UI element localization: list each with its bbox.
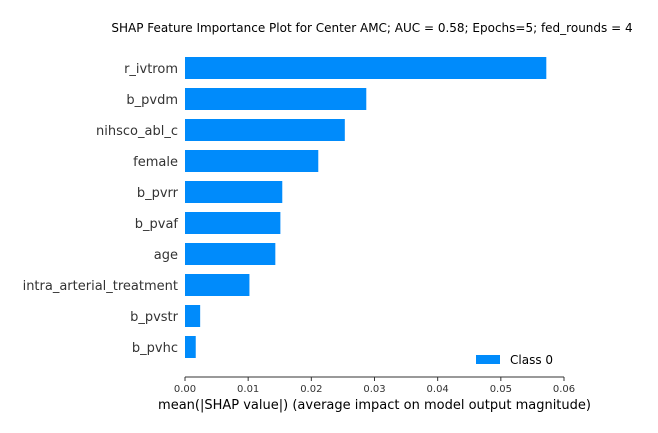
feature-label-b-pvhc: b_pvhc	[132, 341, 178, 356]
chart-title: SHAP Feature Importance Plot for Center …	[111, 21, 632, 35]
x-ticks-group: 0.00 0.01 0.02 0.03 0.04 0.05 0.06	[174, 377, 575, 395]
x-tick-label: 0.05	[490, 384, 512, 395]
feature-label-b-pvdm: b_pvdm	[126, 93, 178, 108]
feature-label-b-pvrr: b_pvrr	[137, 186, 179, 201]
feature-label-nihsco-abl-c: nihsco_abl_c	[96, 124, 178, 139]
feature-label-b-pvstr: b_pvstr	[130, 310, 179, 325]
bar-b-pvaf	[185, 212, 281, 234]
feature-label-intra-arterial-treatment: intra_arterial_treatment	[23, 279, 178, 294]
bar-r-ivtrom	[185, 57, 547, 79]
x-tick-label: 0.02	[300, 384, 322, 395]
bar-nihsco-abl-c	[185, 119, 345, 141]
bar-age	[185, 243, 276, 265]
legend: Class 0	[476, 353, 553, 367]
feature-label-age: age	[154, 248, 178, 263]
legend-label-class-0: Class 0	[510, 353, 553, 367]
bars-group	[185, 57, 547, 358]
bar-intra-arterial-treatment	[185, 274, 250, 296]
x-tick-label: 0.06	[553, 384, 575, 395]
bar-b-pvdm	[185, 88, 367, 110]
x-tick-label: 0.04	[427, 384, 449, 395]
x-tick-label: 0.00	[174, 384, 196, 395]
bar-b-pvstr	[185, 305, 201, 327]
x-axis-label: mean(|SHAP value|) (average impact on mo…	[158, 398, 591, 413]
bar-female	[185, 150, 319, 172]
feature-label-b-pvaf: b_pvaf	[135, 217, 179, 232]
x-tick-label: 0.03	[363, 384, 385, 395]
legend-swatch-class-0	[476, 355, 500, 364]
feature-label-female: female	[133, 155, 178, 170]
x-tick-label: 0.01	[237, 384, 259, 395]
feature-label-r-ivtrom: r_ivtrom	[124, 62, 178, 77]
bar-b-pvhc	[185, 336, 196, 358]
bar-b-pvrr	[185, 181, 283, 203]
